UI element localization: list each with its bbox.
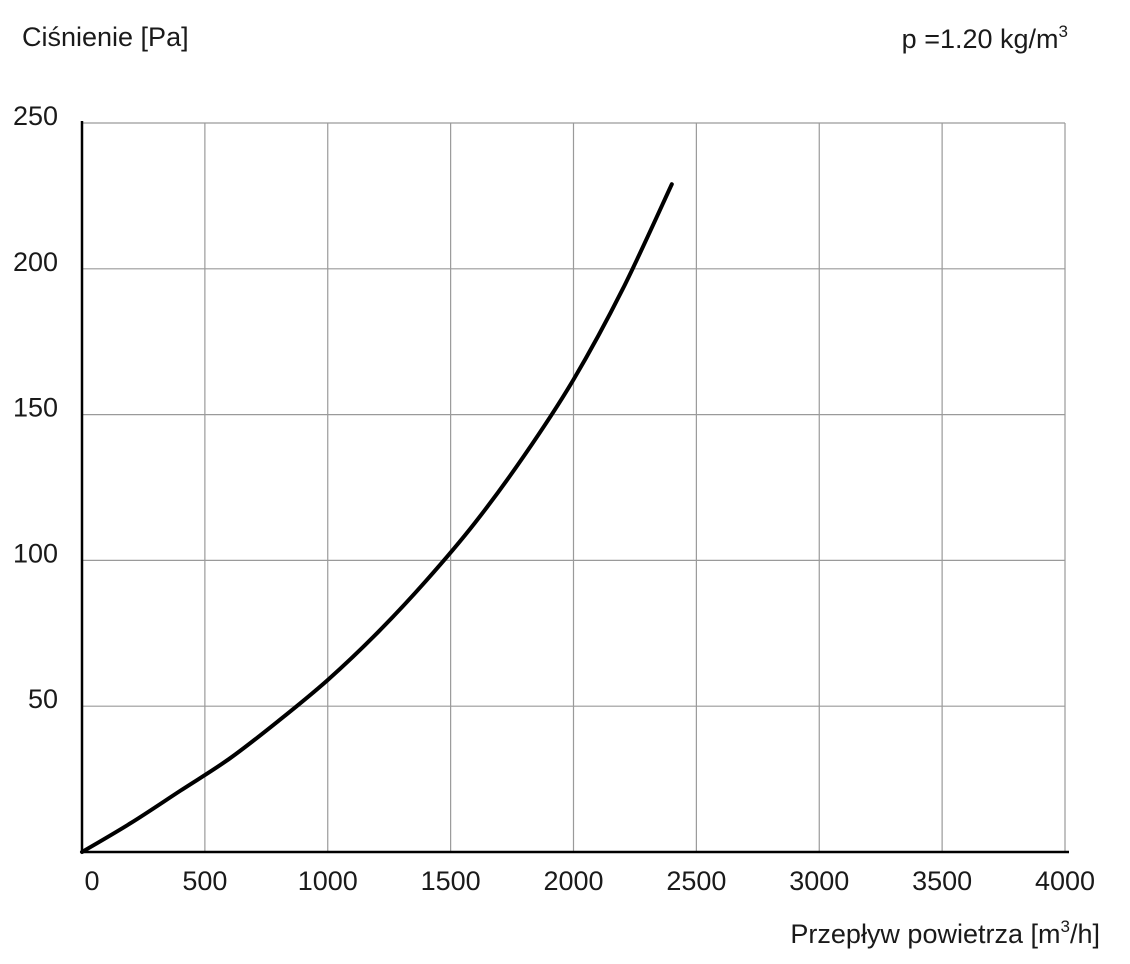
density-annotation-sup: 3 (1059, 22, 1068, 41)
series-layer (80, 182, 674, 854)
x-tick-label-4000: 4000 (1035, 866, 1095, 896)
x-tick-label-0: 0 (84, 866, 99, 896)
x-axis-title-sup: 3 (1061, 917, 1070, 936)
x-tick-label-2000: 2000 (543, 866, 603, 896)
tick-labels: 0 500 1000 1500 2000 2500 3000 3500 4000 50 100 150… (13, 101, 1095, 896)
y-axis-title: Ciśnienie [Pa] (22, 22, 189, 52)
grid-lines (82, 122, 1066, 852)
x-tick-label-1000: 1000 (298, 866, 358, 896)
x-tick-label-2500: 2500 (666, 866, 726, 896)
y-tick-label-200: 200 (13, 247, 58, 277)
x-tick-label-3000: 3000 (789, 866, 849, 896)
density-annotation: p =1.20 kg/m3 (902, 22, 1068, 54)
x-tick-label-1500: 1500 (421, 866, 481, 896)
x-axis-title-tail: /h] (1070, 919, 1100, 949)
series-line-0 (80, 182, 674, 854)
y-tick-label-100: 100 (13, 538, 58, 568)
x-axis-title-main: Przepływ powietrza [m (790, 919, 1060, 949)
x-tick-label-500: 500 (182, 866, 227, 896)
density-annotation-main: p =1.20 kg/m (902, 24, 1059, 54)
x-axis-title: Przepływ powietrza [m3/h] (790, 917, 1100, 949)
y-tick-label-250: 250 (13, 101, 58, 131)
y-tick-label-50: 50 (28, 684, 58, 714)
y-tick-label-150: 150 (13, 393, 58, 423)
axes (80, 121, 1069, 854)
x-tick-label-3500: 3500 (912, 866, 972, 896)
